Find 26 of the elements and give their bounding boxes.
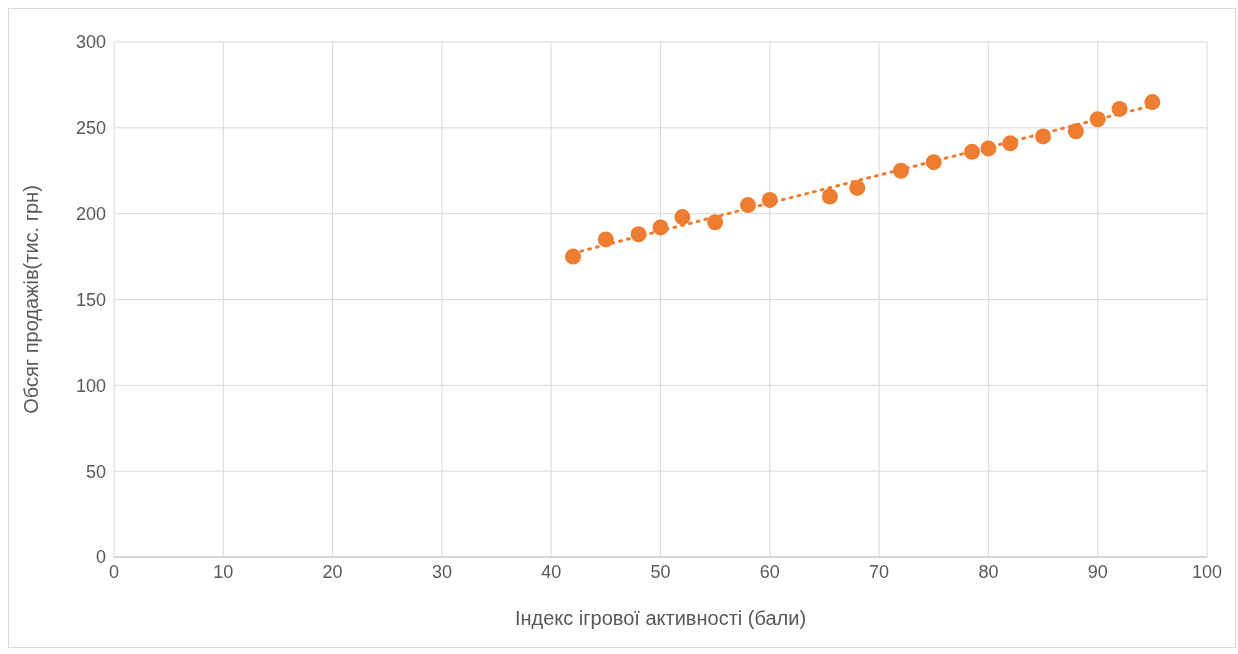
point [707, 214, 724, 231]
x-tick-label: 70 [869, 561, 890, 582]
y-tick-label: 200 [75, 204, 106, 225]
point [1144, 94, 1161, 111]
point [849, 179, 866, 196]
point [821, 188, 838, 205]
y-tick-label: 0 [95, 547, 106, 568]
y-tick-label: 150 [75, 289, 106, 310]
y-tick-label: 100 [75, 375, 106, 396]
x-tick-label: 100 [1191, 561, 1223, 582]
x-tick-label: 30 [431, 561, 452, 582]
x-tick-label: 80 [978, 561, 999, 582]
x-tick-label: 10 [213, 561, 234, 582]
y-tick-label: 250 [75, 118, 106, 139]
x-tick-label: 20 [322, 561, 343, 582]
x-tick-label: 0 [108, 561, 120, 582]
x-axis-title: Індекс ігрової активності (бали) [514, 607, 807, 629]
y-axis-title: Обсяг продажів(тис. грн) [20, 185, 43, 414]
x-tick-label: 40 [541, 561, 562, 582]
point [565, 248, 582, 265]
point [674, 209, 691, 226]
y-tick-label: 50 [85, 461, 106, 482]
x-tick-label: 50 [650, 561, 671, 582]
x-tick-label: 90 [1087, 561, 1108, 582]
y-tick-label: 300 [75, 32, 106, 53]
x-tick-label: 60 [759, 561, 780, 582]
